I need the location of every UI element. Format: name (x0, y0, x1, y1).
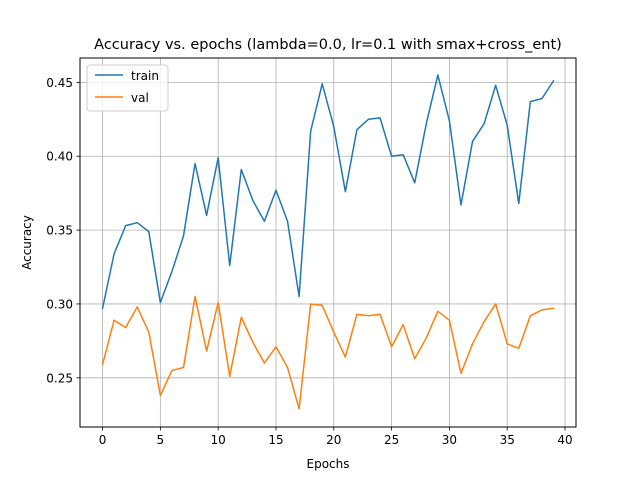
legend-label-val: val (131, 91, 149, 105)
series-layer (101, 74, 555, 410)
x-tick-label: 0 (99, 433, 107, 447)
y-axis-label: Accuracy (20, 215, 34, 270)
y-axis: 0.25 0.30 0.35 0.40 0.45 (46, 76, 80, 385)
y-tick-label: 0.45 (46, 76, 73, 90)
x-axis: 0 5 10 15 20 25 30 35 40 (99, 427, 573, 447)
y-tick-label: 0.40 (46, 150, 73, 164)
x-tick-label: 35 (500, 433, 515, 447)
legend: train val (86, 64, 169, 112)
x-tick-label: 30 (442, 433, 457, 447)
y-tick-label: 0.30 (46, 297, 73, 311)
grid (80, 58, 576, 427)
x-tick-label: 5 (157, 433, 165, 447)
x-tick-label: 10 (211, 433, 226, 447)
x-tick-label: 40 (557, 433, 572, 447)
x-tick-label: 20 (326, 433, 341, 447)
y-tick-label: 0.25 (46, 371, 73, 385)
series-line-train (101, 74, 555, 310)
x-tick-label: 25 (384, 433, 399, 447)
x-tick-label: 15 (268, 433, 283, 447)
plot-area-frame (79, 57, 577, 428)
series-line-val (101, 295, 555, 410)
chart-title: Accuracy vs. epochs (lambda=0.0, lr=0.1 … (94, 37, 562, 53)
x-axis-label: Epochs (307, 457, 350, 471)
legend-box (86, 64, 169, 112)
y-tick-label: 0.35 (46, 224, 73, 238)
legend-label-train: train (131, 69, 159, 83)
